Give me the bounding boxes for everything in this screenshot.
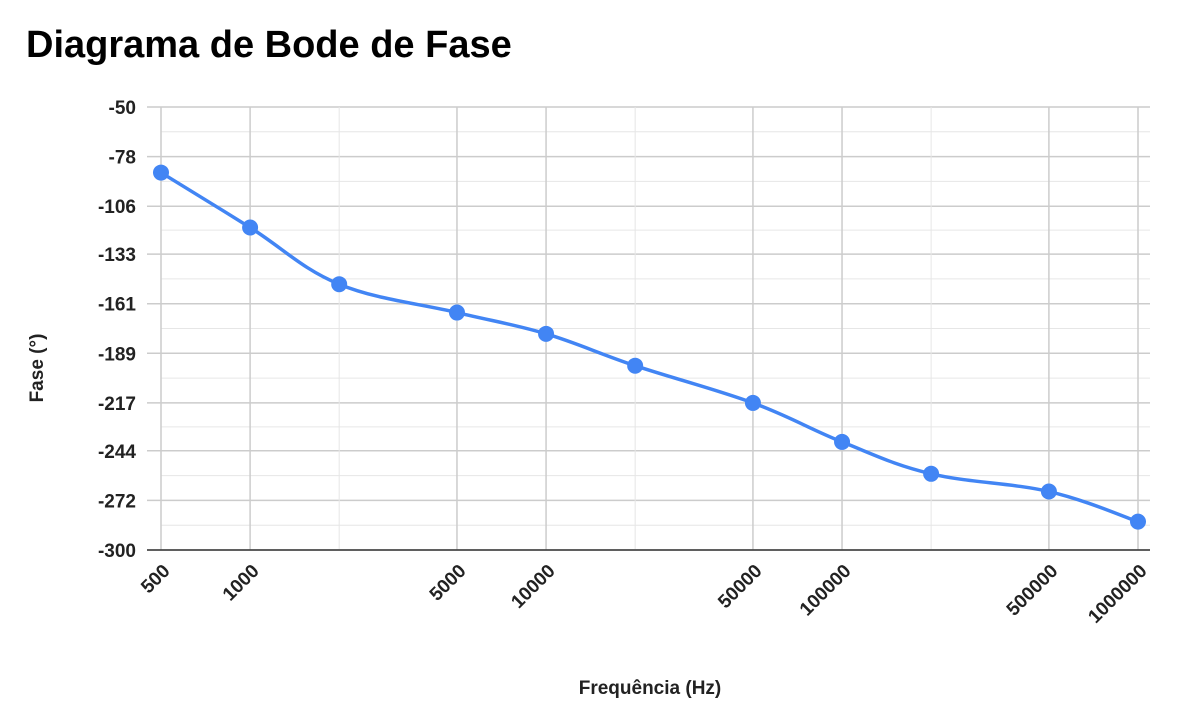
y-tick-label: -133 (98, 245, 136, 266)
y-tick-label: -161 (98, 295, 136, 316)
x-tick-label: 1000 (219, 561, 264, 606)
x-tick-label: 500000 (1003, 561, 1063, 621)
data-point (627, 357, 644, 374)
x-tick-label: 1000000 (1084, 561, 1151, 628)
data-point (153, 164, 169, 181)
y-axis-ticks: -50 -78 -106 -133 -161 -189 -217 -244 -272 -300 (98, 98, 136, 562)
y-tick-label: -244 (98, 442, 136, 463)
x-axis-label: Frequência (Hz) (579, 678, 722, 699)
y-tick-label: -78 (109, 148, 136, 169)
x-tick-label: 100000 (796, 561, 856, 621)
data-point (331, 276, 348, 293)
y-tick-label: -50 (109, 98, 136, 119)
series-layer (153, 164, 1146, 530)
data-point (242, 219, 259, 236)
data-point (834, 433, 851, 450)
x-tick-label: 5000 (426, 561, 471, 606)
x-axis-ticks: 500 1000 5000 10000 50000 100000 500000 1000000 (137, 561, 1151, 628)
data-point (1130, 513, 1146, 530)
x-tick-label: 50000 (714, 561, 766, 613)
series-line (160, 171, 1139, 524)
y-tick-label: -217 (98, 394, 136, 415)
chart-title: Diagrama de Bode de Fase (26, 24, 512, 66)
data-point (538, 325, 555, 342)
y-tick-label: -300 (98, 541, 136, 562)
y-axis-label: Fase (°) (27, 334, 48, 403)
grid (147, 106, 1150, 551)
data-point (744, 394, 761, 411)
y-tick-label: -189 (98, 344, 136, 365)
y-tick-label: -272 (98, 491, 136, 512)
y-tick-label: -106 (98, 197, 136, 218)
x-tick-label: 10000 (507, 561, 559, 613)
data-point (448, 304, 465, 321)
data-point (1040, 483, 1057, 500)
data-point (923, 465, 940, 482)
x-tick-label: 500 (137, 561, 174, 598)
